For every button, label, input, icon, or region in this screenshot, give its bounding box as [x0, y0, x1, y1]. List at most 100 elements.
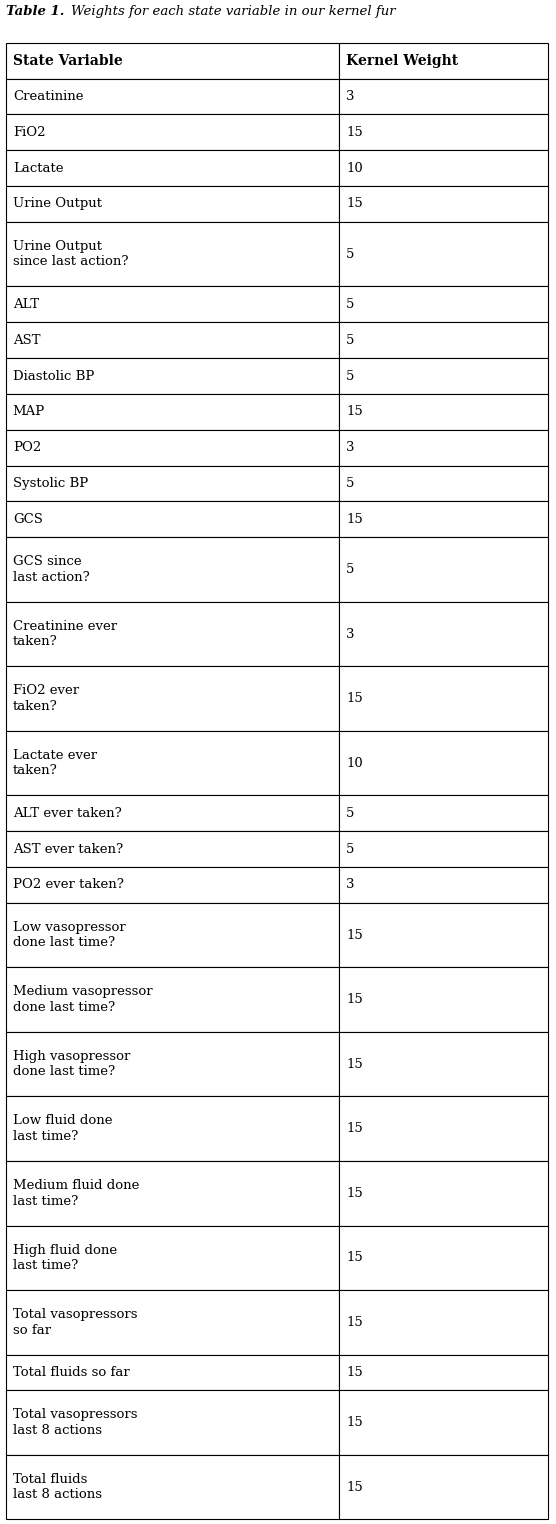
Text: 15: 15 — [346, 1122, 363, 1135]
Bar — [6, 538, 339, 602]
Bar — [339, 466, 548, 501]
Text: Table 1.: Table 1. — [6, 5, 68, 18]
Text: 15: 15 — [346, 1416, 363, 1430]
Text: Low vasopressor
done last time?: Low vasopressor done last time? — [13, 920, 126, 949]
Bar — [339, 1355, 548, 1390]
Bar — [6, 1096, 339, 1161]
Bar — [339, 1096, 548, 1161]
Bar — [6, 867, 339, 902]
Bar — [6, 1289, 339, 1355]
Text: 15: 15 — [346, 1366, 363, 1379]
Bar — [339, 1455, 548, 1519]
Text: Lactate: Lactate — [13, 162, 63, 175]
Text: 3: 3 — [346, 442, 355, 454]
Bar — [6, 223, 339, 287]
Bar — [6, 322, 339, 358]
Text: 10: 10 — [346, 162, 363, 175]
Text: 15: 15 — [346, 1187, 363, 1199]
Bar — [6, 831, 339, 867]
Text: Diastolic BP: Diastolic BP — [13, 369, 94, 383]
Text: 15: 15 — [346, 198, 363, 210]
Text: 15: 15 — [346, 928, 363, 942]
Text: 15: 15 — [346, 1251, 363, 1265]
Text: Systolic BP: Systolic BP — [13, 477, 88, 491]
Text: 3: 3 — [346, 878, 355, 892]
Text: AST: AST — [13, 334, 40, 346]
Text: 15: 15 — [346, 994, 363, 1006]
Bar — [339, 186, 548, 223]
Bar — [6, 1455, 339, 1519]
Text: 5: 5 — [346, 369, 355, 383]
Bar — [6, 430, 339, 466]
Text: GCS: GCS — [13, 514, 43, 526]
Text: 5: 5 — [346, 562, 355, 576]
Bar — [339, 732, 548, 796]
Text: Total vasopressors
last 8 actions: Total vasopressors last 8 actions — [13, 1408, 137, 1437]
Bar — [6, 43, 339, 79]
Text: 15: 15 — [346, 1058, 363, 1071]
Bar — [6, 666, 339, 732]
Text: Medium vasopressor
done last time?: Medium vasopressor done last time? — [13, 986, 152, 1013]
Text: Total fluids
last 8 actions: Total fluids last 8 actions — [13, 1472, 102, 1501]
Bar — [339, 43, 548, 79]
Bar — [6, 602, 339, 666]
Text: Total fluids so far: Total fluids so far — [13, 1366, 130, 1379]
Bar — [339, 393, 548, 430]
Text: 15: 15 — [346, 1481, 363, 1494]
Text: Medium fluid done
last time?: Medium fluid done last time? — [13, 1180, 139, 1207]
Text: 15: 15 — [346, 126, 363, 139]
Text: AST ever taken?: AST ever taken? — [13, 843, 123, 855]
Bar — [339, 322, 548, 358]
Text: 3: 3 — [346, 90, 355, 104]
Text: MAP: MAP — [13, 405, 45, 419]
Bar — [6, 1161, 339, 1225]
Bar — [6, 79, 339, 114]
Bar — [339, 223, 548, 287]
Bar — [339, 430, 548, 466]
Text: Creatinine: Creatinine — [13, 90, 83, 104]
Bar — [339, 602, 548, 666]
Text: GCS since
last action?: GCS since last action? — [13, 555, 90, 584]
Bar — [6, 1390, 339, 1455]
Bar — [339, 1289, 548, 1355]
Text: 15: 15 — [346, 514, 363, 526]
Text: 15: 15 — [346, 405, 363, 419]
Bar — [6, 287, 339, 322]
Bar — [339, 666, 548, 732]
Text: Urine Output
since last action?: Urine Output since last action? — [13, 239, 128, 268]
Text: 3: 3 — [346, 628, 355, 640]
Bar — [6, 151, 339, 186]
Bar — [339, 1390, 548, 1455]
Bar — [6, 1225, 339, 1289]
Text: 15: 15 — [346, 1315, 363, 1329]
Text: High fluid done
last time?: High fluid done last time? — [13, 1244, 117, 1273]
Text: Lactate ever
taken?: Lactate ever taken? — [13, 748, 97, 777]
Bar — [6, 1355, 339, 1390]
Text: Total vasopressors
so far: Total vasopressors so far — [13, 1308, 137, 1337]
Text: FiO2 ever
taken?: FiO2 ever taken? — [13, 684, 79, 713]
Text: Low fluid done
last time?: Low fluid done last time? — [13, 1114, 112, 1143]
Bar — [339, 151, 548, 186]
Text: 5: 5 — [346, 247, 355, 261]
Bar — [6, 1032, 339, 1096]
Text: 10: 10 — [346, 756, 363, 770]
Text: Creatinine ever
taken?: Creatinine ever taken? — [13, 620, 117, 648]
Bar — [6, 902, 339, 968]
Bar — [6, 358, 339, 393]
Text: High vasopressor
done last time?: High vasopressor done last time? — [13, 1050, 130, 1079]
Bar — [339, 358, 548, 393]
Text: Kernel Weight: Kernel Weight — [346, 53, 458, 67]
Text: 5: 5 — [346, 477, 355, 491]
Bar — [339, 538, 548, 602]
Bar — [6, 796, 339, 831]
Bar — [339, 114, 548, 151]
Text: 5: 5 — [346, 334, 355, 346]
Bar — [339, 831, 548, 867]
Bar — [6, 732, 339, 796]
Bar — [339, 501, 548, 538]
Bar — [6, 968, 339, 1032]
Text: State Variable: State Variable — [13, 53, 122, 67]
Bar — [6, 501, 339, 538]
Bar — [339, 287, 548, 322]
Bar — [339, 1032, 548, 1096]
